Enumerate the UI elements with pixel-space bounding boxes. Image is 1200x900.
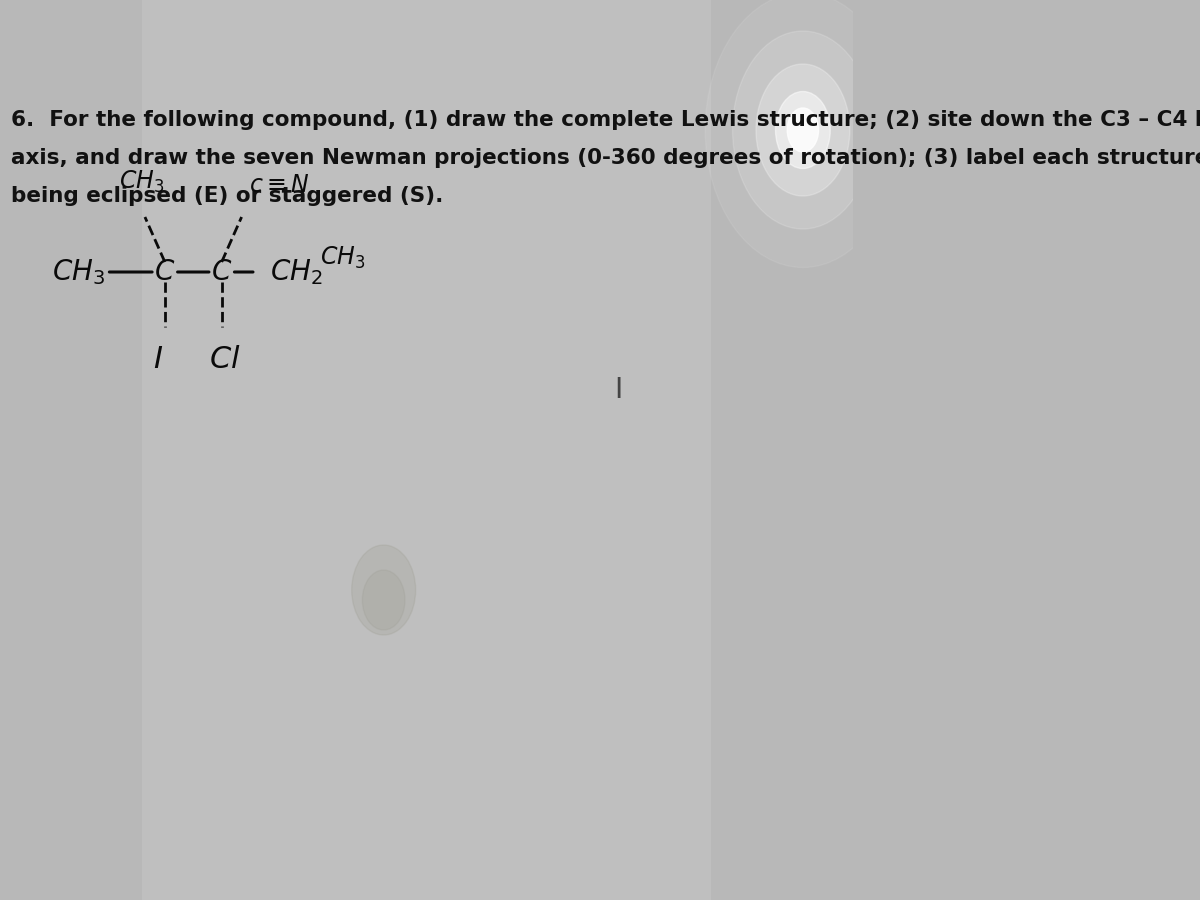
Circle shape (706, 0, 900, 267)
Text: $C$: $C$ (155, 258, 175, 286)
Circle shape (775, 92, 830, 168)
Text: $CH_3$: $CH_3$ (52, 257, 106, 287)
Text: $I$: $I$ (152, 345, 163, 374)
Text: $CH_2$: $CH_2$ (270, 257, 323, 287)
Text: $Cl$: $Cl$ (210, 345, 241, 374)
FancyBboxPatch shape (142, 0, 710, 900)
Text: $c{\equiv}N$: $c{\equiv}N$ (248, 173, 310, 197)
Circle shape (787, 108, 818, 152)
Circle shape (362, 570, 404, 630)
Text: I: I (614, 376, 623, 404)
Circle shape (756, 64, 850, 196)
Text: $CH_3$: $CH_3$ (319, 245, 365, 271)
Text: axis, and draw the seven Newman projections (0-360 degrees of rotation); (3) lab: axis, and draw the seven Newman projecti… (11, 148, 1200, 168)
Text: 6.  For the following compound, (1) draw the complete Lewis structure; (2) site : 6. For the following compound, (1) draw … (11, 110, 1200, 130)
Text: $C$: $C$ (211, 258, 233, 286)
Text: being eclipsed (E) or staggered (S).: being eclipsed (E) or staggered (S). (11, 186, 443, 206)
Circle shape (732, 31, 874, 229)
Text: $CH_3$: $CH_3$ (119, 169, 164, 195)
Circle shape (352, 545, 415, 635)
